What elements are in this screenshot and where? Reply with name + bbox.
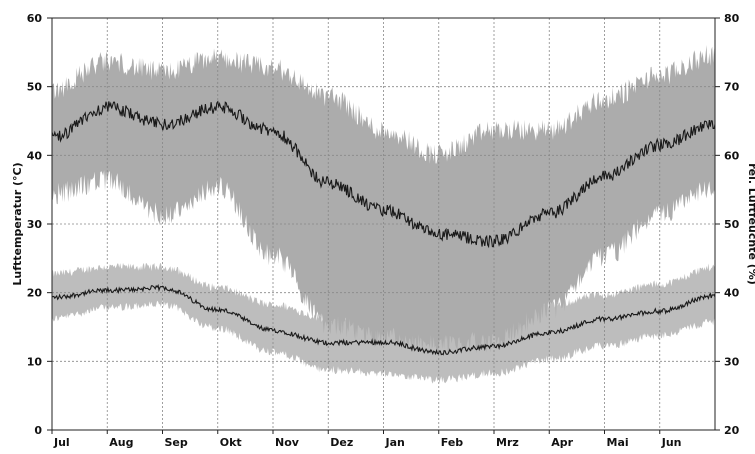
x-tick-label: Apr	[551, 436, 573, 449]
y-right-tick-label: 60	[724, 149, 740, 162]
y-left-tick-label: 10	[27, 355, 43, 368]
range-band-left	[52, 262, 715, 384]
x-tick-label: Jan	[385, 436, 405, 449]
x-tick-label: Jun	[661, 436, 682, 449]
series-line-left	[51, 284, 716, 356]
y-left-tick-label: 0	[34, 424, 42, 437]
x-tick-label: Jul	[53, 436, 70, 449]
x-tick-label: Okt	[220, 436, 242, 449]
x-tick-label: Mrz	[496, 436, 519, 449]
y-right-tick-label: 20	[724, 424, 740, 437]
y-axis-title-left: Lufttemperatur (°C)	[11, 162, 24, 285]
y-right-tick-label: 80	[724, 12, 740, 25]
x-tick-labels: Jul Aug Sep Okt Nov Dez Jan Feb Mrz Apr Mai Jun	[51, 430, 682, 449]
x-tick-label: Feb	[441, 436, 464, 449]
y-right-tick-label: 40	[724, 287, 740, 300]
x-tick-label: Mai	[607, 436, 629, 449]
y-left-tick-label: 50	[27, 81, 43, 94]
y-axis-title-right: rel. Luftfeuchte (%)	[746, 163, 755, 285]
y-right-tick-label: 50	[724, 218, 740, 231]
series-line-right	[51, 100, 716, 249]
y-left-tick-label: 20	[27, 287, 43, 300]
y-left-tick-label: 60	[27, 12, 43, 25]
y-left-tick-label: 40	[27, 149, 43, 162]
x-tick-label: Aug	[109, 436, 133, 449]
y-right-tick-label: 70	[724, 81, 740, 94]
series-lines	[51, 100, 716, 356]
x-tick-label: Nov	[275, 436, 300, 449]
x-tick-label: Dez	[330, 436, 353, 449]
y-right-tick-labels: 20 30 40 50 60 70 80	[715, 12, 740, 437]
y-left-tick-labels: 0 10 20 30 40 50 60	[27, 12, 52, 437]
y-right-tick-label: 30	[724, 355, 740, 368]
grid	[52, 18, 715, 430]
x-tick-label: Sep	[165, 436, 188, 449]
y-left-tick-label: 30	[27, 218, 43, 231]
